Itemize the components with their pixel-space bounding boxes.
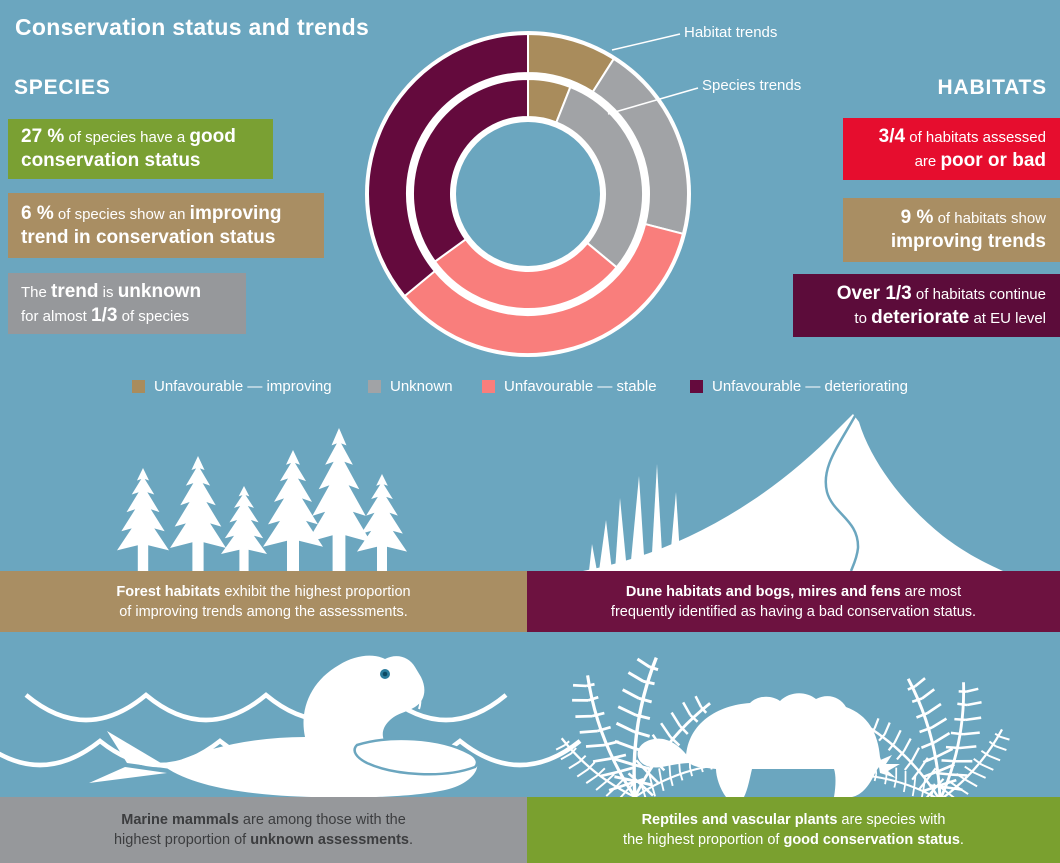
page-title: Conservation status and trends [15,14,370,40]
caption-line: the highest proportion of good conservat… [623,832,964,848]
legend-label: Unfavourable — stable [504,378,657,395]
species-heading: SPECIES [14,76,111,99]
deteriorating-swatch-icon [690,380,703,393]
stat-text-line: conservation status [21,150,201,171]
caption-line: Reptiles and vascular plants are species… [641,812,946,828]
legend-label: Unknown [390,378,453,395]
conifer-tree-icon [263,450,323,571]
improving-swatch-icon [132,380,145,393]
stat-text-line: 27 % of species have a good [21,126,236,147]
caption-line: of improving trends among the assessment… [119,603,408,620]
stat-text-line: trend in conservation status [21,226,276,248]
seal-icon [89,655,479,798]
stat-text-line: 6 % of species show an improving [21,202,282,224]
dune-grass-icon [589,464,681,571]
conservation-trends-donut-chart [365,31,699,357]
habitat-trends-label: Habitat trends [684,24,778,41]
seal-eye-pupil [382,671,388,677]
stat-text-line: improving trends [890,231,1046,252]
species-trends-segment-deteriorating [412,77,529,263]
reptiles-caption-band: Reptiles and vascular plants are species… [527,797,1060,863]
caption-line: Dune habitats and bogs, mires and fens a… [625,583,962,600]
habitat-trends-segment-deteriorating [367,32,529,298]
reptiles-illustration [542,654,1025,821]
unknown-swatch-icon [368,380,381,393]
dune-caption-band: Dune habitats and bogs, mires and fens a… [527,571,1060,632]
caption-line: Forest habitats exhibit the highest prop… [116,583,411,600]
species-improving-trend-box: 6 % of species show an improving trend i… [8,193,324,258]
legend-label: Unfavourable — deteriorating [712,378,908,395]
stat-text-line: Over 1/3 of habitats continue [836,282,1046,304]
habitats-deteriorate-box: Over 1/3 of habitats continue to deterio… [793,274,1060,337]
habitats-improving-trends-box: 9 % of habitats show improving trends [843,198,1060,262]
species-unknown-trend-box: The trend is unknown for almost 1/3 of s… [8,273,246,334]
conifer-tree-icon [357,474,407,571]
forest-illustration [117,428,407,571]
habitats-heading: HABITATS [937,76,1047,99]
marine-illustration [0,655,582,798]
conifer-tree-icon [170,456,226,571]
stat-text-line: 9 % of habitats show [900,207,1046,228]
legend-label: Unfavourable — improving [154,378,332,395]
species-trends-leader-line [607,87,699,115]
donut-hole [456,122,600,266]
caption-line: frequently identified as having a bad co… [610,603,977,620]
seal-whiskers [405,679,422,710]
stat-text-line: are poor or bad [914,150,1046,171]
caption-line: highest proportion of unknown assessment… [113,832,413,848]
caption-line: Marine mammals are among those with the [121,812,406,828]
stable-swatch-icon [482,380,495,393]
dune-illustration [583,414,1003,572]
dune-trail-path [824,415,860,572]
marine-caption-band: Marine mammals are among those with the … [0,797,527,863]
stat-text-line: The trend is unknown [21,280,202,302]
donut-rings [367,32,689,355]
stat-text-line: 3/4 of habitats assessed [878,126,1046,147]
stat-text-line: for almost 1/3 of species [21,304,190,326]
legend-item-stable: Unfavourable — stable [482,378,657,395]
conifer-tree-icon [117,468,169,571]
habitats-poor-or-bad-box: 3/4 of habitats assessed are poor or bad [843,118,1060,180]
species-good-status-box: 27 % of species have a good conservation… [8,119,273,179]
tortoise-icon [637,693,900,797]
stat-text-line: to deteriorate at EU level [854,306,1046,328]
forest-caption-band: Forest habitats exhibit the highest prop… [0,571,527,632]
legend-item-improving: Unfavourable — improving [132,378,332,395]
dune-shape [583,414,1003,571]
habitat-trends-leader-line [611,33,681,51]
legend-item-deteriorating: Unfavourable — deteriorating [690,378,908,395]
seal-flipper [353,737,479,776]
conifer-tree-icon [221,486,267,571]
species-trends-segment-unknown [555,85,644,269]
legend-item-unknown: Unknown [368,378,453,395]
species-trends-label: Species trends [702,77,802,94]
